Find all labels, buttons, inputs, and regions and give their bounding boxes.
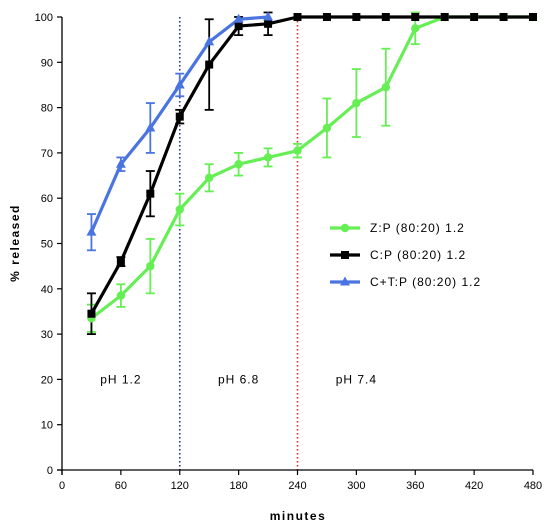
series-1-point-13 xyxy=(470,13,479,21)
series-1-point-6 xyxy=(264,19,273,28)
series-0-point-7 xyxy=(293,146,302,155)
series-1-point-11 xyxy=(411,13,420,21)
series-2-point-3 xyxy=(174,79,185,89)
y-tick-label-0: 0 xyxy=(47,465,53,477)
tick-labels: 0 60 120 180 240 300 360 420 480 0 10 20 30 40 50 60 70 8… xyxy=(35,12,543,492)
legend-label-0: Z:P (80:20) 1.2 xyxy=(370,221,465,235)
y-tick-label-10: 100 xyxy=(35,12,53,24)
legend-marker-2 xyxy=(340,276,350,286)
axes xyxy=(57,16,534,475)
x-tick-label-2: 120 xyxy=(171,480,189,492)
y-tick-label-7: 70 xyxy=(41,148,53,160)
series-1-line xyxy=(90,15,533,315)
phase-label-2: pH 7.4 xyxy=(336,372,377,386)
series-0-point-3 xyxy=(175,205,184,214)
legend-marker-1 xyxy=(341,251,349,259)
x-tick-label-5: 300 xyxy=(347,480,365,492)
series-0-point-10 xyxy=(381,83,391,92)
series-0-point-9 xyxy=(352,98,361,108)
y-tick-label-9: 90 xyxy=(41,57,53,69)
series-2-point-1 xyxy=(115,158,126,168)
legend-marker-0 xyxy=(340,223,350,233)
series-lines xyxy=(89,15,533,320)
y-tick-label-4: 40 xyxy=(41,284,53,296)
series-1-point-3 xyxy=(175,112,184,121)
y-tick-label-3: 30 xyxy=(41,329,53,341)
series-1-point-9 xyxy=(352,13,361,21)
series-1-point-12 xyxy=(440,13,449,21)
phase-lines xyxy=(178,17,299,470)
data-points xyxy=(86,11,538,323)
series-1-point-5 xyxy=(234,22,243,31)
x-tick-label-4: 240 xyxy=(288,480,306,492)
y-tick-label-2: 20 xyxy=(41,374,53,386)
error-bars xyxy=(86,11,420,336)
x-tick-label-1: 60 xyxy=(115,480,127,492)
y-tick-label-6: 60 xyxy=(41,193,53,205)
y-axis-title: % released xyxy=(8,204,22,282)
x-tick-label-3: 180 xyxy=(229,480,247,492)
phase-labels: pH 1.2 pH 6.8 pH 7.4 xyxy=(100,372,377,386)
series-1-point-14 xyxy=(499,13,508,21)
legend-label-1: C:P (80:20) 1.2 xyxy=(370,248,466,262)
series-0-point-8 xyxy=(322,123,332,133)
series-1-point-1 xyxy=(116,257,125,266)
series-2-point-5 xyxy=(233,13,244,23)
phase-label-1: pH 6.8 xyxy=(218,372,259,386)
series-0-point-6 xyxy=(263,153,273,162)
series-2-point-4 xyxy=(204,36,215,46)
legend-label-2: C+T:P (80:20) 1.2 xyxy=(370,275,481,289)
series-1-point-15 xyxy=(529,13,537,21)
series-2-point-0 xyxy=(86,226,97,236)
y-tick-label-5: 50 xyxy=(41,239,53,251)
x-tick-label-0: 0 xyxy=(59,480,65,492)
series-1-point-10 xyxy=(381,13,390,21)
phase-label-0: pH 1.2 xyxy=(100,372,141,386)
series-1-point-7 xyxy=(293,13,302,21)
y-tick-label-8: 80 xyxy=(41,103,53,115)
series-0-point-5 xyxy=(234,160,243,169)
series-0-line xyxy=(90,15,533,320)
legend: Z:P (80:20) 1.2 C:P (80:20) 1.2 C+T:P (80:… xyxy=(330,221,481,289)
x-axis-title: minutes xyxy=(270,509,327,523)
x-tick-label-8: 480 xyxy=(524,480,542,492)
series-0-point-1 xyxy=(116,291,126,300)
series-0-point-4 xyxy=(204,173,214,183)
series-1-point-4 xyxy=(205,60,214,69)
y-tick-label-1: 10 xyxy=(41,420,53,432)
series-0-point-11 xyxy=(411,24,420,33)
series-0-point-2 xyxy=(146,261,155,271)
x-tick-label-6: 360 xyxy=(406,480,424,492)
series-1-point-2 xyxy=(146,189,155,198)
series-1-point-8 xyxy=(322,13,331,21)
series-1-point-0 xyxy=(87,309,96,318)
series-2-point-2 xyxy=(145,122,156,132)
series-2-point-6 xyxy=(263,11,274,21)
x-tick-label-7: 420 xyxy=(465,480,483,492)
